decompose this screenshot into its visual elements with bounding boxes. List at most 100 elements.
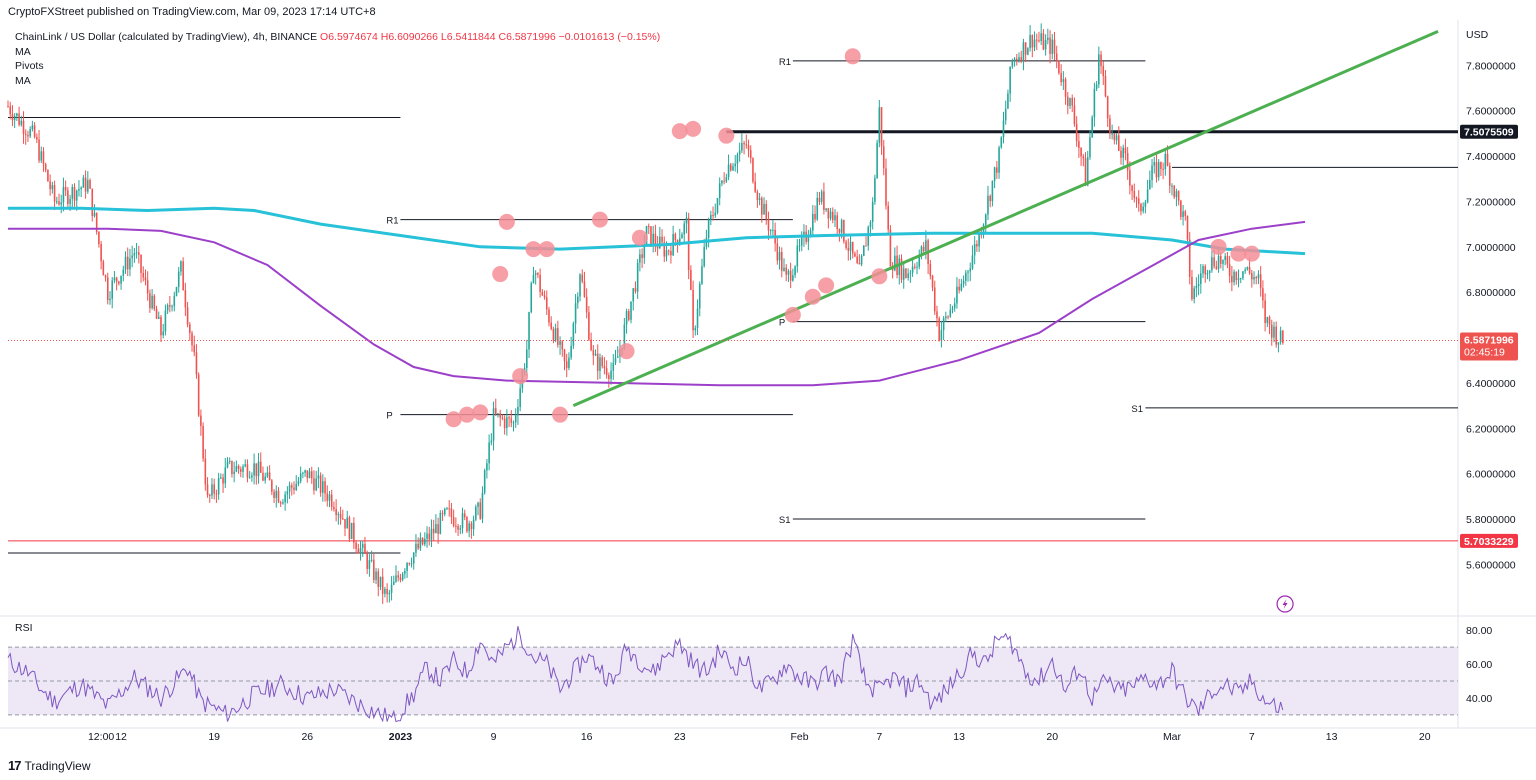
candle-body[interactable] (796, 245, 799, 267)
highlight-marker[interactable] (538, 241, 555, 258)
candle-body[interactable] (936, 311, 938, 319)
candle-body[interactable] (328, 494, 331, 501)
candle-body[interactable] (424, 538, 426, 545)
candle-body[interactable] (506, 417, 508, 429)
candle-body[interactable] (255, 463, 258, 477)
candle-body[interactable] (1137, 198, 1140, 204)
candle-body[interactable] (712, 214, 714, 216)
highlight-marker[interactable] (591, 211, 608, 228)
candle-body[interactable] (275, 490, 278, 498)
candle-body[interactable] (548, 309, 550, 323)
candle-body[interactable] (1004, 108, 1007, 121)
candle-body[interactable] (1020, 57, 1023, 61)
candle-body[interactable] (1106, 96, 1109, 119)
candle-body[interactable] (581, 274, 584, 282)
candle-body[interactable] (982, 224, 985, 236)
candle-body[interactable] (1175, 191, 1178, 197)
candle-body[interactable] (138, 252, 140, 255)
candle-body[interactable] (494, 408, 497, 415)
candle-body[interactable] (1091, 117, 1093, 138)
candle-body[interactable] (1095, 84, 1098, 89)
candle-body[interactable] (384, 588, 386, 594)
rsi-title[interactable]: RSI (15, 622, 33, 634)
candle-body[interactable] (889, 229, 892, 267)
candle-body[interactable] (592, 350, 595, 356)
candle-body[interactable] (984, 214, 987, 225)
candle-body[interactable] (228, 460, 231, 462)
highlight-marker[interactable] (784, 306, 801, 323)
candle-body[interactable] (1186, 215, 1189, 240)
candle-body[interactable] (426, 533, 428, 539)
candle-body[interactable] (211, 484, 213, 496)
candle-body[interactable] (616, 356, 619, 358)
candle-body[interactable] (11, 114, 14, 121)
candle-body[interactable] (124, 256, 127, 270)
candle-body[interactable] (694, 327, 697, 331)
candle-body[interactable] (51, 185, 54, 190)
highlight-marker[interactable] (804, 288, 821, 305)
candle-body[interactable] (563, 349, 566, 362)
candle-body[interactable] (1126, 153, 1129, 171)
candle-body[interactable] (729, 164, 732, 171)
candle-body[interactable] (962, 280, 965, 284)
candle-body[interactable] (674, 233, 677, 240)
candle-body[interactable] (696, 308, 699, 328)
candle-body[interactable] (299, 473, 302, 482)
highlight-marker[interactable] (631, 229, 648, 246)
candle-body[interactable] (1173, 185, 1176, 197)
candle-body[interactable] (288, 485, 291, 492)
highlight-marker[interactable] (512, 368, 529, 385)
candle-body[interactable] (1120, 150, 1122, 158)
candle-body[interactable] (308, 471, 311, 479)
candle-body[interactable] (843, 220, 845, 242)
candle-body[interactable] (87, 180, 89, 192)
candle-body[interactable] (834, 215, 836, 221)
candle-body[interactable] (173, 295, 176, 307)
candle-body[interactable] (1277, 342, 1280, 345)
candle-body[interactable] (162, 331, 164, 336)
candle-body[interactable] (71, 186, 74, 199)
candle-body[interactable] (1055, 53, 1058, 61)
candle-body[interactable] (266, 472, 269, 477)
candle-body[interactable] (373, 559, 375, 581)
candle-body[interactable] (213, 484, 215, 494)
candle-body[interactable] (1282, 330, 1284, 344)
candle-body[interactable] (104, 275, 107, 278)
candle-body[interactable] (293, 487, 295, 490)
candle-body[interactable] (1246, 267, 1249, 270)
candle-body[interactable] (880, 107, 883, 147)
footer-branding[interactable]: 17 TradingView (8, 758, 91, 773)
candle-body[interactable] (404, 570, 406, 574)
candle-body[interactable] (601, 357, 603, 367)
candle-body[interactable] (825, 208, 827, 211)
candle-body[interactable] (756, 191, 759, 200)
candle-body[interactable] (858, 263, 861, 265)
candle-body[interactable] (197, 374, 200, 416)
candle-body[interactable] (401, 573, 404, 580)
candle-body[interactable] (69, 198, 71, 204)
candle-body[interactable] (47, 170, 49, 182)
candle-body[interactable] (967, 271, 969, 273)
candle-body[interactable] (375, 571, 377, 581)
candle-body[interactable] (27, 135, 29, 137)
candle-body[interactable] (1253, 277, 1255, 280)
candle-body[interactable] (725, 177, 728, 182)
candle-body[interactable] (594, 353, 597, 356)
candle-body[interactable] (714, 212, 717, 216)
candle-body[interactable] (306, 470, 309, 479)
candle-body[interactable] (1129, 170, 1131, 186)
candle-body[interactable] (1211, 257, 1213, 271)
candle-body[interactable] (758, 198, 761, 200)
candle-body[interactable] (455, 525, 457, 527)
candle-body[interactable] (226, 461, 229, 468)
candle-body[interactable] (153, 295, 156, 309)
candle-body[interactable] (157, 316, 160, 319)
highlight-marker[interactable] (1230, 245, 1247, 262)
candle-body[interactable] (958, 286, 960, 291)
candle-body[interactable] (1084, 158, 1087, 186)
candle-body[interactable] (463, 513, 466, 518)
candle-body[interactable] (75, 190, 78, 201)
candle-body[interactable] (40, 151, 43, 161)
candle-body[interactable] (767, 218, 770, 231)
